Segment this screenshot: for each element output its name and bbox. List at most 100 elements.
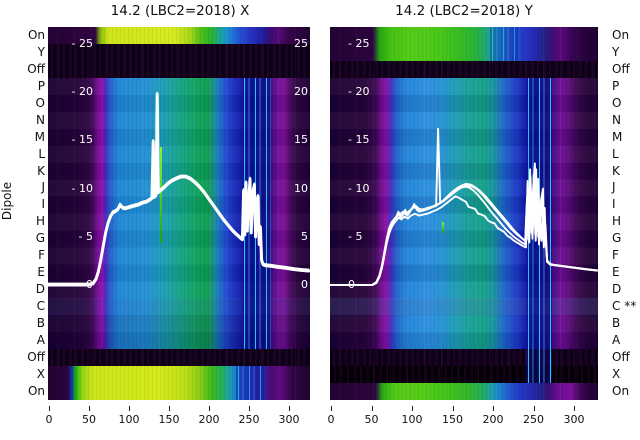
cyan-stripe-cluster-top — [490, 27, 520, 61]
row-label-left-21: On — [27, 383, 45, 398]
x-tick-mark — [89, 406, 90, 411]
row-off-top-band — [330, 61, 598, 78]
green-line-marker — [442, 222, 444, 233]
overlay-tick-left-1: - 20 — [348, 85, 370, 99]
row-y-band — [48, 44, 310, 61]
x-tick-label-0-6: 300 — [278, 413, 300, 426]
spectrum-overlay-x — [48, 91, 310, 287]
x-tick-mark — [493, 406, 494, 411]
x-tick-mark — [331, 406, 332, 411]
x-tick-label-1-0: 0 — [327, 413, 335, 426]
overlay-tick-left-4: - 5 — [348, 229, 363, 243]
overlay-tick-left-1: - 20 — [71, 85, 93, 99]
x-tick-mark — [289, 406, 290, 411]
row-label-right-3: P — [612, 78, 620, 93]
row-label-left-0: On — [27, 27, 45, 42]
x-tick-mark — [129, 406, 130, 411]
x-tick-label-0-4: 200 — [198, 413, 220, 426]
row-on-bottom-band — [330, 383, 598, 400]
x-tick-mark — [249, 406, 250, 411]
x-tick-mark — [574, 406, 575, 411]
heatmap-panel-x: - 25 - 20 - 15 - 10 - 5 0 25 20 15 10 5 0 — [48, 27, 310, 400]
row-label-left-14: E — [37, 265, 45, 280]
row-label-left-15: D — [35, 282, 45, 297]
x-tick-label-1-6: 300 — [563, 413, 585, 426]
cyan-stripe-cluster-bottom — [236, 366, 264, 400]
x-tick-mark — [533, 406, 535, 411]
overlay-tick-right-3: 10 — [294, 181, 308, 195]
row-label-right-10: I — [612, 197, 616, 212]
row-label-right-4: O — [612, 95, 622, 110]
row-label-left-10: I — [41, 197, 45, 212]
overlay-tick-right-1: 20 — [294, 85, 308, 99]
x-tick-mark — [49, 406, 50, 411]
spectrum-overlay-y — [330, 127, 598, 286]
x-tick-label-1-3: 150 — [442, 413, 463, 426]
row-label-right-8: K — [612, 163, 620, 178]
channel-noise-texture — [330, 27, 598, 400]
row-label-left-6: M — [34, 129, 45, 144]
x-tick-mark — [169, 406, 170, 411]
x-tick-label-0-5: 250 — [238, 413, 260, 426]
row-label-left-2: Off — [27, 61, 45, 76]
spectrum-curve — [330, 168, 598, 286]
row-label-left-17: B — [36, 316, 45, 330]
row-label-right-16: C ** — [612, 299, 637, 314]
row-label-left-11: H — [35, 214, 45, 229]
x-tick-label-0-2: 100 — [118, 413, 140, 426]
row-label-right-21: On — [612, 383, 630, 398]
row-label-right-2: Off — [612, 61, 630, 76]
row-label-left-1: Y — [37, 44, 45, 59]
row-x-on-bottom-band — [48, 366, 310, 400]
x-tick-label-0-0: 0 — [45, 413, 53, 426]
overlay-tick-left-3: - 10 — [71, 181, 93, 195]
heatmap-panel-y: - 25 - 20 - 15 - 10 - 5 0 — [330, 27, 598, 400]
row-on-top-band — [48, 27, 310, 44]
x-tick-mark — [452, 406, 454, 411]
row-label-right-1: Y — [612, 44, 620, 59]
row-label-left-13: F — [38, 248, 45, 263]
row-label-left-9: J — [41, 180, 45, 195]
row-label-left-7: L — [38, 146, 45, 161]
x-tick-mark — [371, 406, 373, 411]
row-label-right-14: E — [612, 265, 620, 280]
overlay-tick-left-0: - 25 — [348, 37, 370, 50]
row-label-right-7: L — [612, 146, 619, 161]
row-label-right-11: H — [612, 214, 622, 229]
x-tick-label-1-2: 100 — [401, 413, 423, 426]
row-label-right-18: A — [612, 333, 621, 347]
row-label-right-13: F — [612, 248, 619, 263]
row-off-top-band — [48, 61, 310, 78]
row-label-right-20: X — [612, 366, 621, 381]
row-label-right-12: G — [612, 231, 622, 246]
row-label-right-17: B — [612, 316, 621, 330]
row-off-bottom-band — [48, 349, 310, 366]
x-tick-label-0-3: 150 — [158, 413, 180, 426]
overlay-tick-right-4: 5 — [301, 229, 308, 243]
overlay-tick-left-2: - 15 — [71, 133, 93, 147]
spectrum-curve — [48, 91, 310, 285]
row-label-right-6: M — [612, 129, 623, 144]
overlay-tick-left-0: - 25 — [71, 37, 93, 50]
row-label-left-3: P — [37, 78, 45, 93]
x-tick-mark — [412, 406, 413, 411]
row-label-right-5: N — [612, 112, 621, 127]
row-label-left-16: C — [36, 299, 45, 314]
row-label-right-15: D — [612, 282, 622, 297]
overlay-tick-left-4: - 5 — [78, 229, 93, 243]
row-label-right-0: On — [612, 27, 630, 42]
row-shading — [330, 78, 598, 349]
green-line-marker — [160, 147, 162, 243]
overlay-tick-left-5: 0 — [86, 278, 93, 291]
overlay-tick-right-2: 15 — [294, 133, 308, 147]
x-tick-label-1-4: 200 — [482, 413, 504, 426]
row-label-left-20: X — [36, 366, 45, 381]
overlay-tick-right-0: 25 — [294, 37, 308, 50]
row-label-left-4: O — [35, 95, 45, 110]
overlay-tick-left-5: 0 — [348, 278, 355, 291]
row-label-left-5: N — [36, 112, 45, 127]
row-on-y-top-band — [330, 27, 598, 61]
x-tick-label-1-1: 50 — [364, 413, 379, 426]
row-label-right-9: J — [612, 180, 616, 195]
row-label-left-18: A — [36, 333, 45, 347]
